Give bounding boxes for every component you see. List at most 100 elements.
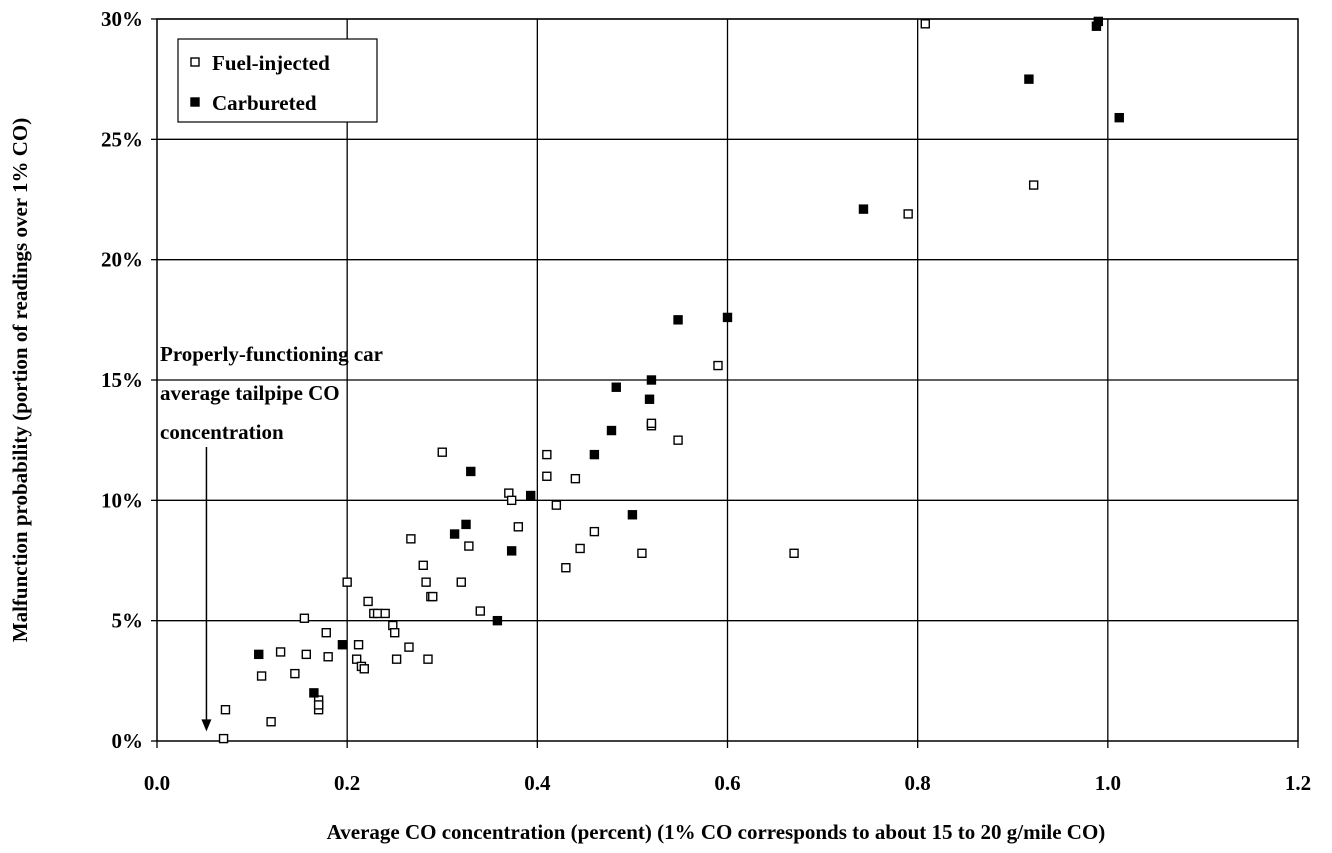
point-fuel-injected	[423, 654, 433, 664]
point-fuel-injected	[256, 671, 267, 681]
point-fuel-injected	[363, 596, 373, 607]
point-fuel-injected	[290, 668, 300, 679]
point-fuel-injected	[637, 548, 647, 558]
point-fuel-injected	[456, 577, 466, 587]
data-points	[218, 16, 1124, 744]
point-carbureted	[337, 640, 348, 650]
point-carbureted	[589, 449, 600, 460]
point-carbureted	[1024, 74, 1034, 84]
point-fuel-injected	[673, 435, 683, 445]
axes	[151, 18, 1299, 748]
x-tick-label: 1.0	[1095, 771, 1121, 795]
point-fuel-injected	[542, 471, 552, 481]
point-fuel-injected	[372, 608, 383, 619]
point-fuel-injected	[323, 652, 333, 662]
point-fuel-injected	[418, 560, 428, 571]
annotation-line-3: concentration	[160, 420, 284, 444]
x-tick-label: 0.8	[905, 771, 931, 795]
point-fuel-injected	[437, 447, 447, 457]
point-fuel-injected	[301, 649, 311, 660]
point-fuel-injected	[406, 534, 416, 544]
legend-marker-carbureted	[190, 97, 200, 107]
annotation-arrow-head	[201, 719, 212, 732]
y-axis-tick-labels: 0% 5% 10% 15% 20% 25% 30%	[101, 7, 143, 753]
point-fuel-injected	[391, 654, 402, 664]
point-carbureted	[466, 466, 476, 477]
point-fuel-injected	[266, 717, 276, 727]
point-fuel-injected	[359, 664, 369, 674]
point-fuel-injected	[589, 526, 600, 537]
legend-marker-fuel-injected	[190, 57, 200, 67]
point-fuel-injected	[390, 628, 400, 638]
point-fuel-injected	[561, 563, 571, 573]
y-axis-title: Malfunction probability (portion of read…	[8, 118, 32, 642]
annotation-line-1: Properly-functioning car	[160, 342, 383, 366]
annotation-properly-functioning-car: Properly-functioning car average tailpip…	[160, 342, 383, 732]
point-fuel-injected	[1028, 180, 1039, 190]
point-fuel-injected	[575, 543, 585, 554]
legend-box	[177, 38, 378, 123]
point-carbureted	[1114, 112, 1124, 123]
y-tick-label: 20%	[101, 248, 143, 272]
point-fuel-injected	[646, 418, 657, 429]
x-tick-label: 0.6	[714, 771, 740, 795]
x-tick-label: 0.2	[334, 771, 360, 795]
point-fuel-injected	[275, 647, 286, 657]
point-fuel-injected	[353, 640, 364, 650]
legend: Fuel-injected Carbureted	[177, 38, 378, 123]
x-tick-label: 0.0	[144, 771, 170, 795]
point-carbureted	[506, 546, 517, 556]
point-fuel-injected	[903, 209, 913, 219]
y-tick-label: 25%	[101, 127, 143, 151]
point-carbureted	[492, 615, 503, 626]
point-fuel-injected	[464, 541, 474, 551]
x-tick-label: 1.2	[1285, 771, 1311, 795]
point-carbureted	[309, 688, 319, 698]
point-carbureted	[644, 394, 655, 404]
y-tick-label: 0%	[112, 729, 144, 753]
point-fuel-injected	[570, 473, 581, 484]
y-tick-label: 5%	[112, 609, 144, 633]
point-fuel-injected	[475, 606, 485, 616]
legend-label-fuel-injected: Fuel-injected	[212, 51, 330, 75]
annotation-line-2: average tailpipe CO	[160, 381, 340, 405]
point-fuel-injected	[506, 495, 517, 506]
point-carbureted	[254, 649, 264, 660]
point-carbureted	[525, 490, 536, 501]
point-carbureted	[627, 510, 638, 520]
point-fuel-injected	[313, 700, 324, 710]
point-fuel-injected	[542, 449, 552, 460]
point-fuel-injected	[218, 733, 229, 744]
point-carbureted	[722, 312, 733, 323]
point-fuel-injected	[428, 591, 438, 602]
point-fuel-injected	[404, 642, 414, 652]
point-fuel-injected	[321, 628, 331, 638]
x-axis-tick-labels: 0.0 0.2 0.4 0.6 0.8 1.0 1.2	[144, 771, 1311, 795]
point-fuel-injected	[220, 705, 231, 715]
legend-label-carbureted: Carbureted	[212, 91, 317, 115]
x-axis-title: Average CO concentration (percent) (1% C…	[327, 820, 1106, 844]
point-carbureted	[461, 519, 471, 530]
point-carbureted	[449, 529, 460, 539]
point-carbureted	[611, 382, 621, 392]
point-fuel-injected	[342, 577, 352, 587]
y-tick-label: 15%	[101, 368, 143, 392]
point-fuel-injected	[513, 522, 524, 532]
point-fuel-injected	[713, 360, 723, 371]
point-carbureted	[673, 315, 683, 325]
point-carbureted	[606, 425, 617, 436]
point-fuel-injected	[551, 500, 562, 510]
point-carbureted	[646, 375, 657, 385]
point-fuel-injected	[299, 613, 310, 623]
y-tick-label: 10%	[101, 488, 143, 512]
y-tick-label: 30%	[101, 7, 143, 31]
x-tick-label: 0.4	[524, 771, 551, 795]
point-carbureted	[1093, 16, 1104, 27]
point-carbureted	[858, 204, 869, 214]
point-fuel-injected	[351, 654, 362, 664]
point-fuel-injected	[920, 19, 930, 29]
point-fuel-injected	[789, 548, 799, 558]
point-fuel-injected	[380, 608, 390, 619]
point-fuel-injected	[421, 577, 431, 587]
